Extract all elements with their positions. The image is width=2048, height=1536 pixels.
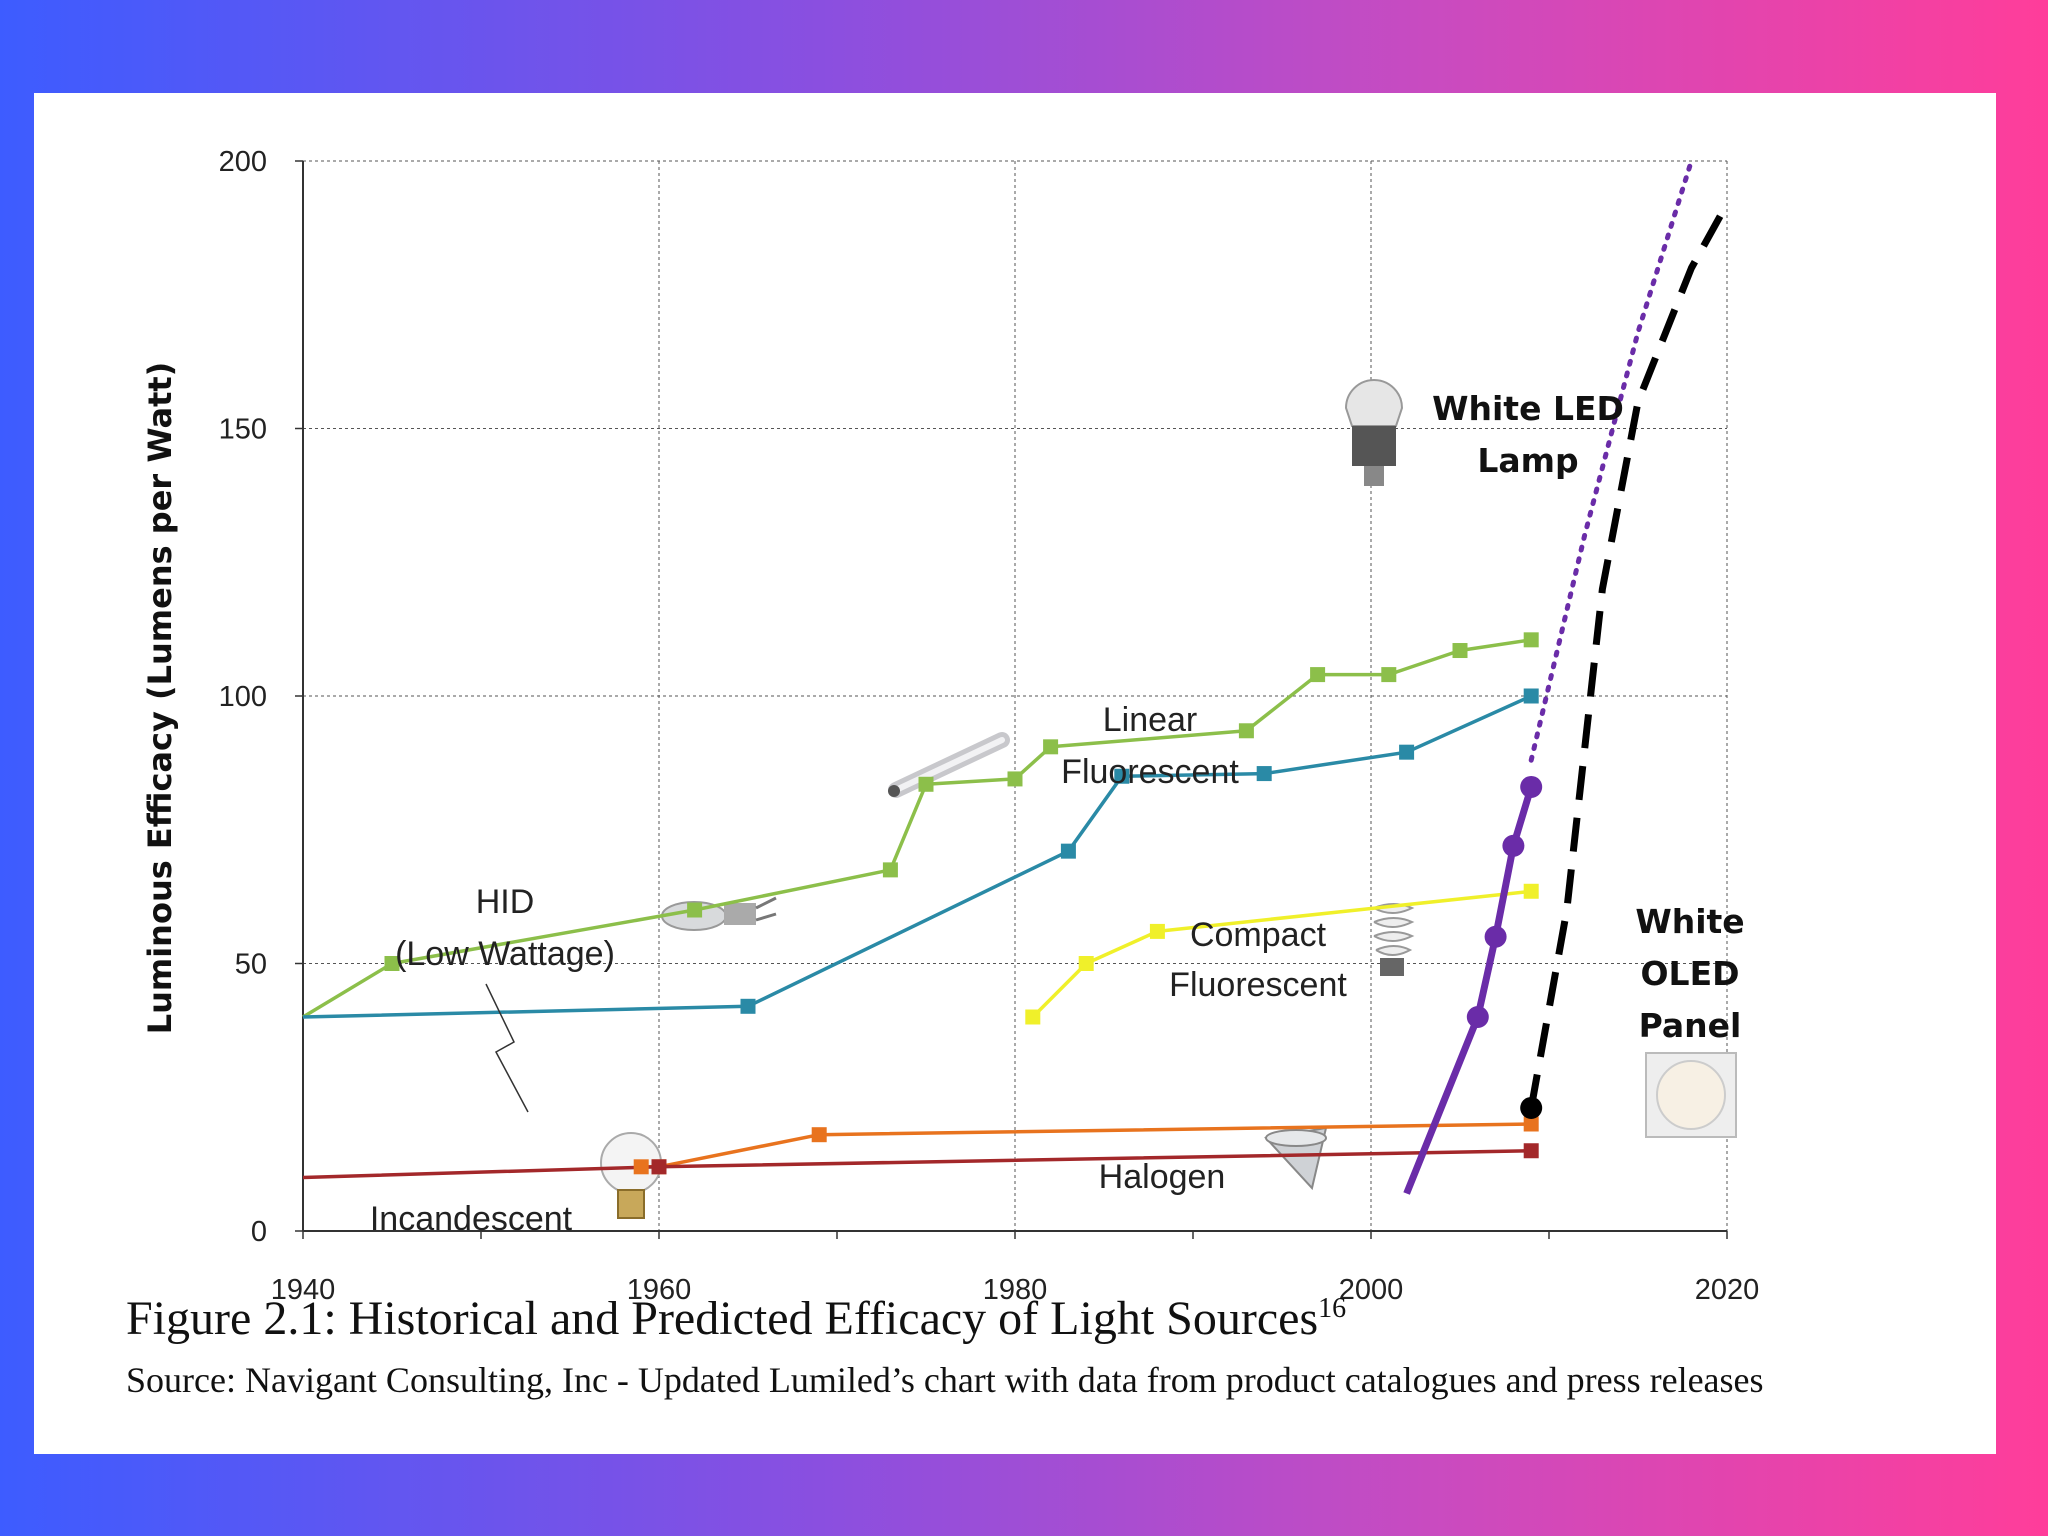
compact-fluorescent-label-line1: Compact [1190, 916, 1327, 954]
linear-fluorescent-point [1452, 643, 1468, 659]
linear-fluorescent-point [1007, 771, 1023, 787]
efficacy-chart: 1940 1960 1980 2000 2020 0 50 100 150 200 Luminou… [141, 146, 1760, 1306]
incandescent-bulb-icon [600, 1132, 662, 1219]
linear-fluorescent-label-line1: Linear [1103, 701, 1198, 739]
linear-fluorescent-point [1381, 667, 1397, 683]
x-tick-label: 1960 [627, 1274, 692, 1306]
y-tick-label: 100 [219, 681, 267, 713]
white-led-lamp-point [1484, 925, 1507, 948]
white-oled-label-line1: White [1635, 902, 1744, 941]
hid-callout-pointer [485, 983, 529, 1113]
compact-fluorescent-point [1523, 883, 1539, 899]
linear-fluorescent-point [384, 956, 400, 971]
hid-low-wattage-point [1523, 688, 1539, 704]
figure-caption-source: Source: Navigant Consulting, Inc - Updat… [126, 1360, 1764, 1400]
figure-card: 1940 1960 1980 2000 2020 0 50 100 150 200 Luminou… [34, 93, 1996, 1454]
y-tick-label: 50 [235, 949, 267, 981]
led-lamp-icon [1344, 379, 1404, 486]
hid-low-wattage-point [1399, 744, 1415, 760]
y-tick-label: 150 [219, 414, 267, 446]
x-tick-label: 2000 [1339, 1274, 1404, 1306]
linear-fluorescent-point [1043, 739, 1059, 755]
hid-label-line1: HID [476, 883, 535, 921]
linear-fluorescent-line [302, 638, 1532, 1019]
incandescent-point [651, 1159, 667, 1175]
caption-footnote: 16 [1318, 1293, 1347, 1324]
grid-lines [302, 160, 1728, 1231]
white-led-lamp-point [1502, 834, 1525, 857]
white-oled-panel-point [1520, 1096, 1543, 1119]
white-led-label-line2: Lamp [1477, 441, 1578, 480]
tick-labels: 1940 1960 1980 2000 2020 0 50 100 150 200 [219, 146, 1760, 1306]
points-layer [384, 632, 1543, 1175]
linear-fluorescent-point [1523, 632, 1539, 648]
x-tick-label: 1980 [983, 1274, 1048, 1306]
y-axis-label: Luminous Efficacy (Lumens per Watt) [141, 362, 179, 1035]
oled-panel-icon [1645, 1052, 1737, 1138]
linear-fluorescent-tube-icon [888, 732, 1010, 798]
halogen-bulb-icon [1264, 1126, 1328, 1191]
caption-title-text: Figure 2.1: Historical and Predicted Eff… [126, 1292, 1319, 1345]
white-led-label-line1: White LED [1432, 389, 1624, 428]
compact-fluorescent-label-line2: Fluorescent [1169, 966, 1347, 1004]
hid-low-wattage-point [1256, 766, 1272, 782]
white-oled-panel-predicted-line [1527, 202, 1731, 1109]
y-tick-label: 200 [219, 146, 267, 178]
white-led-lamp-point [1520, 775, 1543, 798]
axes [295, 160, 1728, 1239]
y-tick-label: 0 [251, 1216, 267, 1248]
hid-low-wattage-point [740, 998, 756, 1014]
halogen-point [811, 1127, 827, 1143]
compact-fluorescent-point [1078, 956, 1094, 971]
hid-low-wattage-point [1114, 768, 1130, 784]
incandescent-line [302, 1149, 1532, 1180]
linear-fluorescent-point [1238, 723, 1254, 739]
linear-fluorescent-point [1310, 667, 1326, 683]
incandescent-label: Incandescent [370, 1200, 573, 1238]
linear-fluorescent-label-line2: Fluorescent [1061, 753, 1239, 791]
halogen-label: Halogen [1099, 1158, 1226, 1196]
compact-fluorescent-point [1025, 1009, 1041, 1025]
x-tick-label: 2020 [1695, 1274, 1760, 1306]
linear-fluorescent-point [687, 902, 703, 918]
hid-label-line2: (Low Wattage) [395, 935, 615, 973]
compact-fluorescent-line [1031, 889, 1532, 1019]
white-oled-label-line3: Panel [1639, 1006, 1742, 1045]
white-led-lamp-predicted-line [1528, 158, 1694, 763]
white-led-lamp-point [1466, 1006, 1489, 1028]
white-oled-label-line2: OLED [1640, 954, 1739, 993]
halogen-point [1523, 1116, 1539, 1132]
linear-fluorescent-point [882, 862, 898, 878]
incandescent-point [1523, 1143, 1539, 1159]
compact-fluorescent-point [1149, 923, 1165, 939]
compact-fluorescent-icon [1373, 903, 1415, 976]
hid-low-wattage-point [1060, 843, 1076, 859]
halogen-point [633, 1159, 649, 1175]
x-tick-label: 1940 [271, 1274, 336, 1306]
linear-fluorescent-point [918, 776, 934, 792]
figure-caption-title: Figure 2.1: Historical and Predicted Eff… [126, 1291, 1976, 1346]
